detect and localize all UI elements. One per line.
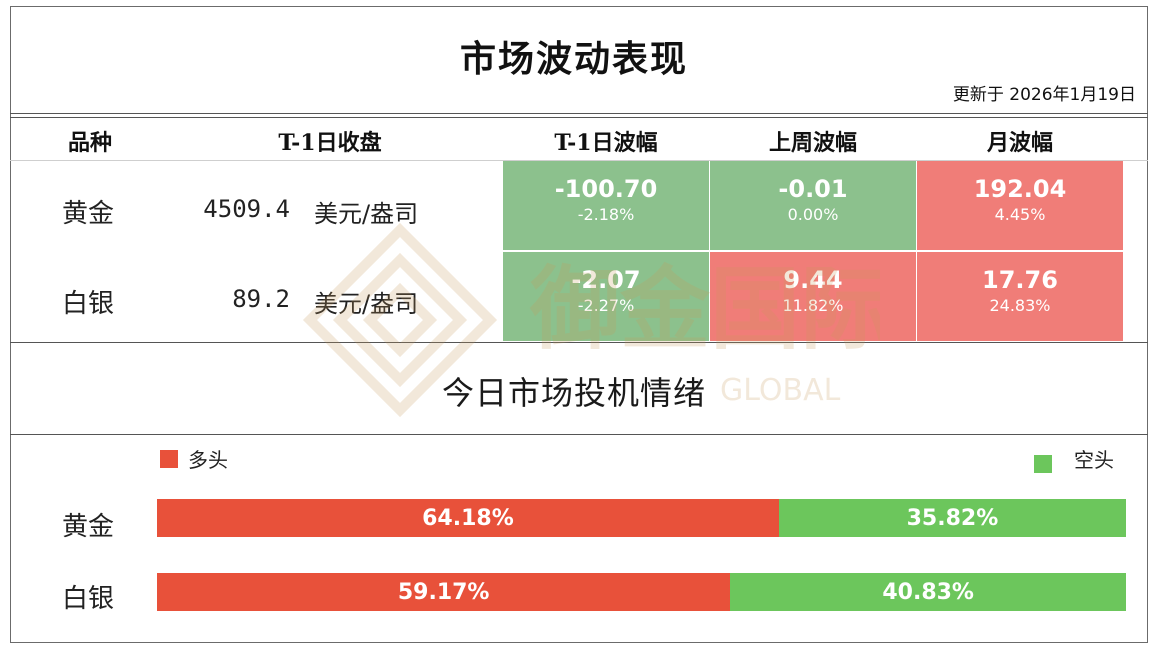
divider [10, 113, 1148, 114]
stacked-bar: 59.17% 40.83% [157, 573, 1126, 611]
row-divider [10, 160, 1148, 161]
legend-long: 多头 [160, 444, 228, 473]
change-percent: -2.27% [577, 296, 635, 315]
bar-data-label: 64.18% [422, 505, 514, 531]
change-value: -100.70 [554, 175, 658, 203]
legend-short: 空头 [1034, 444, 1114, 473]
change-value: 9.44 [783, 266, 843, 294]
legend-label-short: 空头 [1074, 448, 1114, 472]
page-title: 市场波动表现 [459, 38, 688, 80]
change-value: 192.04 [973, 175, 1067, 203]
row-close: 4509.4 [203, 195, 290, 223]
row-name: 黄金 [62, 199, 115, 229]
update-date: 更新于 2026年1月19日 [952, 85, 1136, 105]
section-divider [10, 434, 1148, 435]
sentiment-title: 今日市场投机情绪 [441, 374, 706, 412]
row-name: 白银 [62, 289, 115, 319]
bar-data-label: 35.82% [906, 505, 999, 531]
month-change-cell: 192.04 4.45% [917, 161, 1123, 250]
week-change-cell: 9.44 11.82% [710, 252, 916, 341]
legend-label-long: 多头 [188, 448, 228, 472]
col-header-variety: 品种 [67, 130, 112, 156]
row-unit: 美元/盎司 [314, 200, 419, 228]
change-percent: 11.82% [782, 296, 844, 315]
bar-data-label: 59.17% [397, 579, 490, 605]
change-value: 17.76 [982, 266, 1058, 294]
change-percent: -2.18% [577, 205, 635, 224]
bar-segment: 40.83% [730, 573, 1126, 611]
change-percent: 0.00% [787, 205, 839, 224]
stacked-bar: 64.18% 35.82% [157, 499, 1126, 537]
change-percent: 4.45% [994, 205, 1046, 224]
legend-swatch-long [160, 449, 178, 468]
change-value: -2.07 [571, 266, 641, 294]
section-divider [10, 342, 1148, 343]
t1-change-cell: -2.07 -2.27% [503, 252, 709, 341]
legend-swatch-short [1034, 454, 1052, 473]
change-percent: 24.83% [989, 296, 1051, 315]
bar-category-label: 黄金 [62, 512, 115, 542]
change-value: -0.01 [778, 175, 848, 203]
bar-category-label: 白银 [62, 584, 115, 614]
week-change-cell: -0.01 0.00% [710, 161, 916, 250]
bar-segment: 64.18% [157, 499, 779, 537]
col-header-month-change: 月波幅 [986, 130, 1053, 156]
t1-change-cell: -100.70 -2.18% [503, 161, 709, 250]
divider [10, 117, 1148, 118]
bar-segment: 59.17% [157, 573, 731, 611]
col-header-close: T-1日收盘 [278, 130, 382, 156]
col-header-t1-change: T-1日波幅 [554, 130, 658, 156]
row-unit: 美元/盎司 [314, 290, 419, 318]
row-close: 89.2 [232, 285, 290, 313]
bar-data-label: 40.83% [882, 579, 974, 605]
month-change-cell: 17.76 24.83% [917, 252, 1123, 341]
report-frame [10, 6, 1148, 643]
col-header-week-change: 上周波幅 [768, 130, 857, 156]
bar-segment: 35.82% [778, 499, 1126, 537]
